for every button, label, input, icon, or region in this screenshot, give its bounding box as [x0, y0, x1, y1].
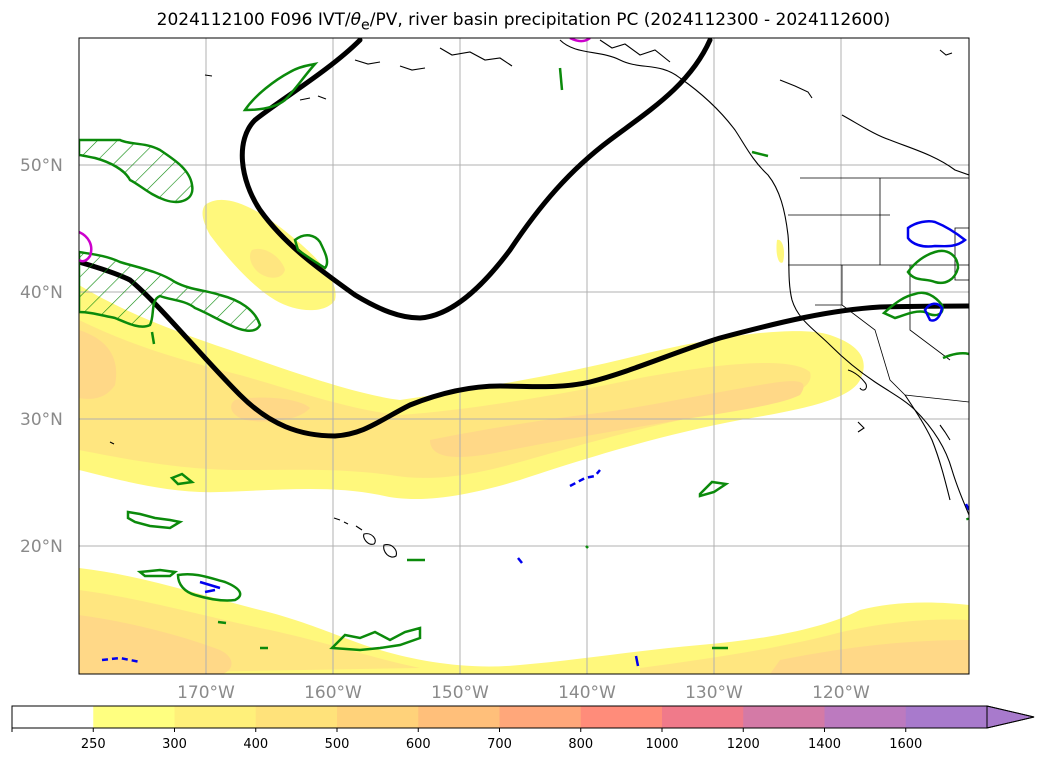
- lat-label-30n: 30°N: [20, 410, 63, 430]
- map-title: 2024112100 F096 IVT/θe/PV, river basin p…: [156, 10, 891, 34]
- colorbar-label: 1000: [645, 737, 678, 752]
- colorbar-label: 600: [406, 737, 431, 752]
- green-contour-hatched: [79, 138, 194, 204]
- colorbar-cell: [824, 706, 907, 728]
- colorbar-cell: [93, 706, 175, 728]
- ivt-plume-south-core: [79, 615, 969, 674]
- colorbar-extend-arrow: [986, 705, 1035, 729]
- lon-label-140w: 140°W: [558, 683, 616, 703]
- lat-label-40n: 40°N: [20, 283, 63, 303]
- lat-labels: 50°N 40°N 30°N 20°N: [20, 156, 63, 557]
- lon-labels: 170°W 160°W 150°W 140°W 130°W 120°W: [177, 683, 870, 703]
- colorbar-label: 800: [568, 737, 593, 752]
- colorbar-cell: [12, 706, 94, 728]
- ivt-plume-main-mid: [79, 320, 811, 478]
- pv-contours: [79, 38, 969, 439]
- colorbar-cell: [418, 706, 500, 728]
- lon-label-150w: 150°W: [431, 683, 489, 703]
- lon-label-130w: 130°W: [685, 683, 743, 703]
- ivt-shading: [79, 199, 969, 674]
- map-frame: [78, 37, 970, 675]
- lon-label-170w: 170°W: [177, 683, 235, 703]
- lon-label-160w: 160°W: [304, 683, 362, 703]
- colorbar-cell: [905, 706, 988, 728]
- colorbar: 250 300 400 500 600 700 800 1000 1200 1400 1600: [11, 705, 1035, 752]
- colorbar-label: 400: [243, 737, 268, 752]
- colorbar-cell: [499, 706, 582, 728]
- ivt-plume-main-core: [79, 330, 804, 457]
- state-borders: [788, 177, 969, 403]
- colorbar-label: 700: [487, 737, 512, 752]
- colorbar-cell: [255, 706, 338, 728]
- lat-label-50n: 50°N: [20, 156, 63, 176]
- colorbar-cell: [337, 706, 419, 728]
- gridlines: [79, 38, 969, 674]
- ivt-small-coast: [776, 239, 785, 263]
- magenta-contours: [79, 38, 591, 263]
- lat-label-20n: 20°N: [20, 537, 63, 557]
- colorbar-cell: [174, 706, 257, 728]
- colorbar-label: 1600: [889, 737, 922, 752]
- colorbar-outline: [11, 705, 1035, 729]
- green-contours: [79, 62, 969, 652]
- coastlines: [109, 39, 969, 558]
- colorbar-cell: [743, 706, 825, 728]
- ivt-plume-north-mid: [250, 248, 285, 278]
- green-contour-hatched: [79, 250, 262, 332]
- ivt-plume-south-mid: [79, 590, 969, 674]
- colorbar-label: 1400: [808, 737, 841, 752]
- colorbar-label: 300: [162, 737, 187, 752]
- colorbar-label: 1200: [727, 737, 760, 752]
- colorbar-cell: [662, 706, 744, 728]
- lon-label-120w: 120°W: [812, 683, 870, 703]
- colorbar-label: 500: [325, 737, 350, 752]
- blue-contours: [101, 220, 969, 667]
- colorbar-label: 250: [81, 737, 106, 752]
- colorbar-cell: [580, 706, 663, 728]
